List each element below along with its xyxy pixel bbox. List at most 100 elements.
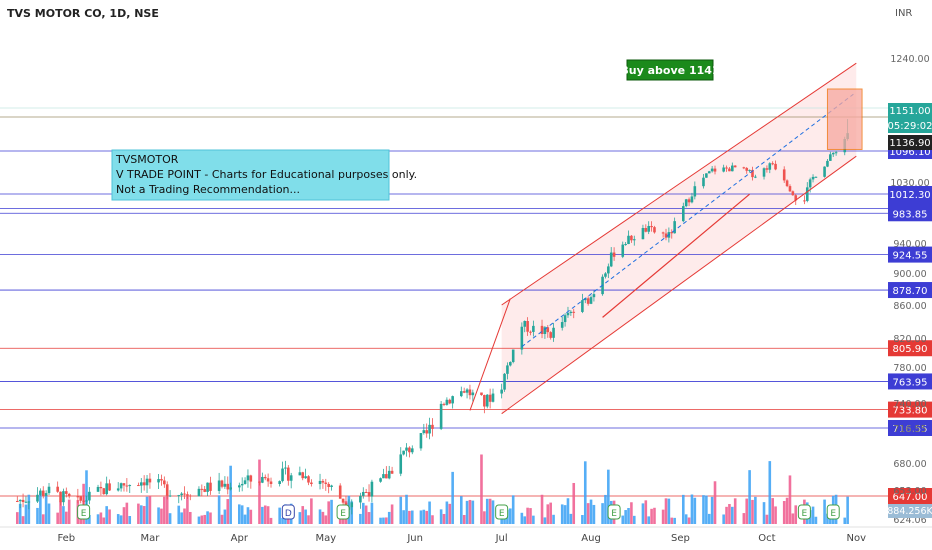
channel-line-1[interactable]: [501, 155, 857, 415]
level-tag-3[interactable]: [888, 205, 932, 222]
price-marker-2[interactable]: [888, 135, 932, 150]
x-tick-1: Mar: [140, 533, 160, 544]
chart-title: TVS MOTOR CO, 1D, NSE: [7, 7, 159, 20]
volume-bar: [532, 515, 535, 524]
target-box[interactable]: [826, 88, 863, 150]
note-box[interactable]: TVSMOTOR V TRADE POINT - Charts for Educ…: [111, 149, 417, 201]
candle-body: [439, 403, 443, 429]
volume-bar: [422, 509, 426, 524]
candle-body: [59, 491, 62, 503]
volume-bar: [647, 516, 651, 524]
candle-body: [762, 168, 766, 177]
candle-body: [808, 179, 812, 188]
candle-body: [624, 244, 627, 246]
event-marker-4[interactable]: [607, 504, 621, 520]
event-marker-5[interactable]: [797, 504, 811, 520]
candle-body: [209, 482, 212, 491]
channel-line-0[interactable]: [501, 62, 857, 306]
support-trendline[interactable]: [602, 193, 750, 318]
volume-bar: [624, 510, 627, 524]
level-tag-4[interactable]: [888, 246, 932, 263]
candle-body: [589, 297, 593, 304]
candle-body: [543, 327, 547, 334]
level-tag-label-4: 924.55: [893, 251, 928, 262]
x-tick-0: Feb: [57, 533, 75, 544]
buy-callout-text: Buy above 1141: [620, 64, 719, 77]
volume-bar: [465, 500, 469, 524]
event-marker-0[interactable]: [77, 504, 91, 520]
level-tag-9[interactable]: [888, 420, 932, 436]
level-tag-10[interactable]: [888, 488, 932, 504]
volume-bar: [673, 517, 676, 524]
price-axis[interactable]: 1096.101012.30990.90983.85924.55878.7080…: [887, 54, 932, 526]
currency-label: INR: [895, 8, 912, 19]
volume-bar: [566, 498, 570, 524]
volume-bar: [102, 517, 106, 524]
candle-body: [122, 483, 126, 486]
candle-body: [500, 389, 503, 394]
volume-bar: [627, 507, 630, 524]
event-marker-3[interactable]: [495, 504, 509, 520]
event-marker-2[interactable]: [336, 504, 350, 520]
volume-bar: [229, 465, 232, 524]
volume-bar: [177, 505, 181, 524]
volume-bar: [220, 514, 224, 524]
candle-body: [563, 315, 567, 323]
candle-body: [586, 298, 590, 304]
level-tag-6[interactable]: [888, 340, 932, 357]
volume-bar: [402, 510, 405, 524]
candle-body: [321, 480, 325, 483]
buy-callout[interactable]: Buy above 1141: [620, 59, 720, 81]
event-marker-letter-6: E: [830, 509, 836, 519]
event-marker-6[interactable]: [826, 504, 840, 520]
event-marker-letter-0: E: [81, 509, 87, 519]
volume-bar: [445, 501, 449, 524]
volume-bar: [142, 506, 146, 524]
candle-body: [621, 244, 625, 257]
volume-bar: [425, 510, 429, 524]
volume-bar: [754, 496, 757, 524]
candle-body: [168, 495, 172, 497]
level-tag-label-6: 805.90: [893, 344, 928, 355]
volume-bar: [814, 516, 818, 524]
price-marker-0[interactable]: [888, 103, 932, 118]
y-tick-2: 940.00: [893, 239, 926, 250]
volume-bar: [408, 510, 411, 524]
candle-body: [705, 173, 708, 178]
candle-body: [768, 163, 772, 170]
event-marker-1[interactable]: [281, 504, 295, 520]
x-tick-6: Aug: [581, 533, 601, 544]
candle-body: [826, 160, 829, 167]
candle-body: [791, 191, 795, 196]
volume-bar: [748, 470, 751, 524]
volume-bar: [310, 498, 313, 524]
volume-bar: [105, 506, 108, 524]
candle-body: [480, 392, 483, 396]
level-tag-5[interactable]: [888, 282, 932, 299]
level-tag-7[interactable]: [888, 373, 932, 390]
y-tick-4: 860.00: [893, 301, 926, 312]
volume-bar: [552, 514, 555, 524]
volume-bar: [122, 507, 126, 524]
flag-pole-line[interactable]: [469, 298, 511, 411]
level-tag-8[interactable]: [888, 401, 932, 418]
volume-bar: [589, 499, 593, 524]
volume-bar: [707, 513, 711, 524]
candle-body: [56, 486, 59, 492]
price-marker-1[interactable]: [888, 118, 932, 133]
volume-bar: [324, 515, 328, 524]
trendlines-layer: [469, 62, 863, 415]
candle-body: [684, 199, 688, 207]
candle-body: [246, 475, 250, 481]
level-tag-1[interactable]: [888, 185, 932, 202]
volume-bar: [480, 454, 483, 524]
candle-body: [27, 501, 31, 503]
time-axis[interactable]: Feb Mar Apr May Jun Jul Aug Sep Oct Nov E D E E E E E: [0, 504, 932, 544]
volume-bar: [364, 505, 368, 524]
volume-bar: [318, 509, 322, 524]
note-line-1: TVSMOTOR: [115, 153, 179, 166]
candle-body: [180, 493, 183, 496]
candle-body: [62, 491, 65, 503]
candle-body: [385, 474, 388, 479]
